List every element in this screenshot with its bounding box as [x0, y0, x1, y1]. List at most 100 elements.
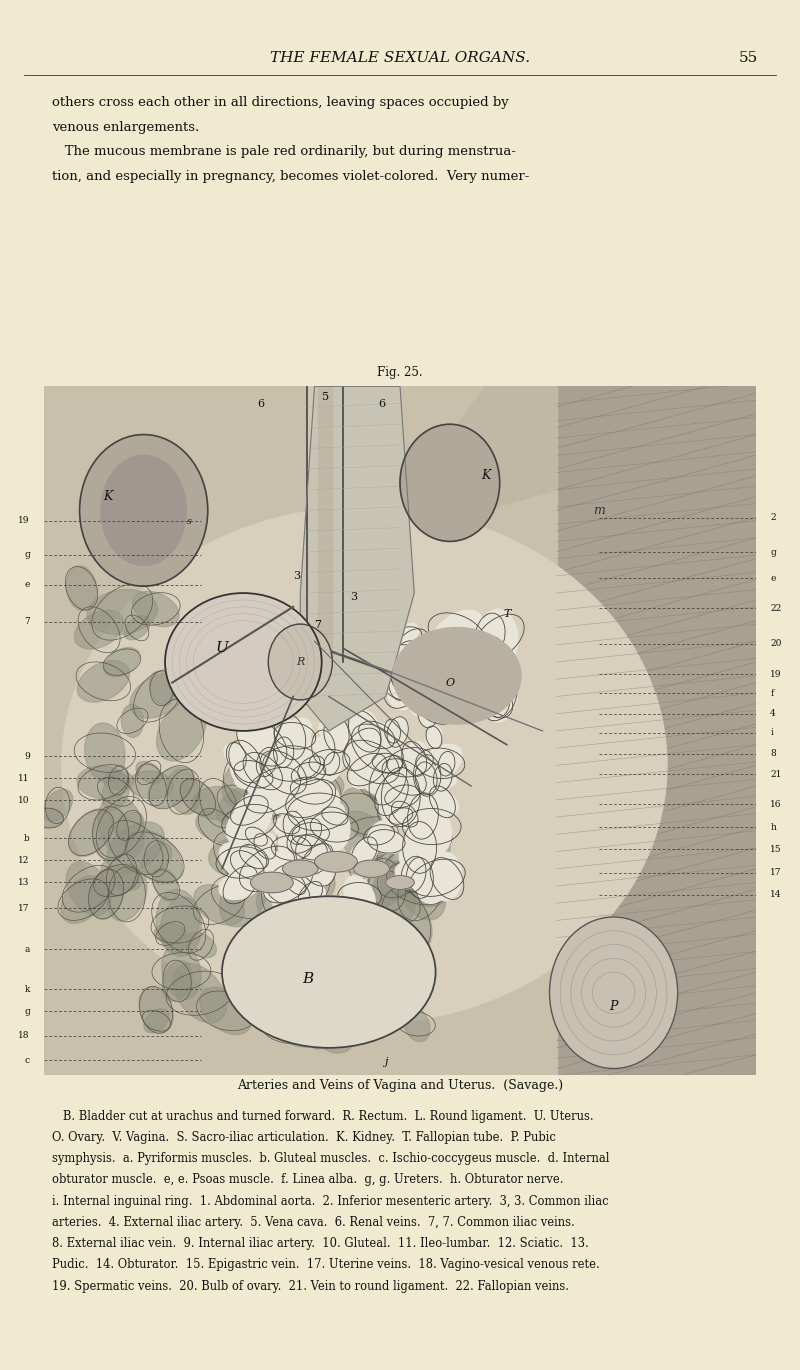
Ellipse shape	[160, 897, 200, 952]
Text: f: f	[770, 689, 774, 697]
Text: 19. Spermatic veins.  20. Bulb of ovary.  21. Vein to round ligament.  22. Fallo: 19. Spermatic veins. 20. Bulb of ovary. …	[52, 1280, 569, 1292]
Ellipse shape	[226, 799, 272, 845]
Ellipse shape	[222, 758, 260, 807]
Ellipse shape	[154, 869, 178, 901]
Ellipse shape	[468, 638, 503, 666]
Ellipse shape	[230, 740, 261, 784]
Ellipse shape	[274, 867, 335, 912]
Ellipse shape	[294, 819, 327, 849]
Ellipse shape	[219, 870, 262, 900]
Ellipse shape	[390, 666, 426, 696]
Ellipse shape	[430, 610, 484, 659]
Ellipse shape	[402, 741, 427, 775]
Ellipse shape	[107, 867, 147, 921]
Ellipse shape	[278, 718, 312, 754]
Ellipse shape	[393, 980, 424, 1006]
Polygon shape	[436, 386, 557, 525]
Ellipse shape	[447, 636, 491, 663]
Text: Arteries and Veins of Vagina and Uterus.  (Savage.): Arteries and Veins of Vagina and Uterus.…	[237, 1078, 563, 1092]
Ellipse shape	[290, 815, 318, 856]
Ellipse shape	[395, 862, 432, 886]
Ellipse shape	[263, 745, 320, 782]
Ellipse shape	[148, 767, 195, 807]
Ellipse shape	[383, 758, 425, 796]
Ellipse shape	[426, 789, 458, 815]
Ellipse shape	[167, 769, 199, 814]
Text: T: T	[503, 608, 510, 619]
Text: 3: 3	[294, 571, 300, 581]
Ellipse shape	[231, 849, 263, 881]
Ellipse shape	[417, 852, 458, 903]
Ellipse shape	[388, 859, 450, 907]
Ellipse shape	[365, 862, 409, 908]
Text: e: e	[24, 581, 30, 589]
Ellipse shape	[237, 718, 286, 766]
Ellipse shape	[412, 756, 442, 795]
Ellipse shape	[234, 759, 273, 789]
Ellipse shape	[101, 859, 142, 890]
Ellipse shape	[380, 889, 432, 952]
Ellipse shape	[422, 669, 452, 695]
Ellipse shape	[136, 762, 162, 784]
Ellipse shape	[394, 799, 416, 829]
Ellipse shape	[200, 988, 252, 1034]
Ellipse shape	[326, 956, 361, 999]
Ellipse shape	[442, 649, 485, 695]
Ellipse shape	[485, 677, 515, 722]
Ellipse shape	[297, 784, 340, 840]
Text: 2: 2	[770, 514, 776, 522]
Ellipse shape	[263, 996, 326, 1047]
Text: 8: 8	[770, 749, 776, 758]
Text: Fig. 25.: Fig. 25.	[377, 366, 423, 379]
Ellipse shape	[284, 875, 308, 893]
Ellipse shape	[379, 769, 422, 825]
Ellipse shape	[77, 766, 129, 799]
Ellipse shape	[387, 782, 418, 811]
Ellipse shape	[361, 763, 414, 797]
Ellipse shape	[387, 673, 420, 703]
Ellipse shape	[257, 864, 307, 918]
Text: 15: 15	[770, 845, 782, 854]
Ellipse shape	[303, 997, 339, 1049]
Ellipse shape	[234, 793, 266, 827]
Ellipse shape	[297, 758, 326, 778]
Ellipse shape	[127, 830, 182, 884]
Ellipse shape	[114, 812, 143, 838]
Ellipse shape	[139, 986, 174, 1033]
Ellipse shape	[194, 885, 245, 925]
Ellipse shape	[456, 641, 480, 674]
Ellipse shape	[248, 825, 265, 848]
Ellipse shape	[61, 875, 105, 923]
Text: 22: 22	[770, 604, 782, 612]
Ellipse shape	[467, 621, 513, 649]
Ellipse shape	[386, 653, 422, 710]
Ellipse shape	[426, 666, 471, 721]
Ellipse shape	[274, 812, 299, 834]
Text: 17: 17	[18, 904, 30, 912]
Ellipse shape	[219, 843, 263, 882]
Ellipse shape	[381, 651, 435, 684]
Text: b: b	[24, 834, 30, 843]
Ellipse shape	[103, 771, 134, 790]
Ellipse shape	[316, 743, 342, 782]
Ellipse shape	[93, 807, 129, 860]
Ellipse shape	[262, 784, 295, 819]
Ellipse shape	[133, 592, 179, 626]
Ellipse shape	[101, 455, 186, 566]
Text: 4: 4	[770, 710, 776, 718]
Text: h: h	[770, 823, 776, 832]
Ellipse shape	[481, 610, 518, 664]
Ellipse shape	[326, 804, 345, 829]
Ellipse shape	[162, 960, 192, 1001]
Ellipse shape	[410, 690, 458, 721]
Text: 8. External iliac vein.  9. Internal iliac artery.  10. Gluteal.  11. Ileo-lumba: 8. External iliac vein. 9. Internal ilia…	[52, 1237, 589, 1249]
Text: 10: 10	[18, 796, 30, 804]
Ellipse shape	[237, 849, 298, 888]
Ellipse shape	[294, 982, 324, 1004]
Ellipse shape	[447, 690, 468, 718]
Text: 6: 6	[378, 399, 386, 410]
Ellipse shape	[550, 917, 678, 1069]
Ellipse shape	[293, 760, 324, 786]
Ellipse shape	[248, 748, 278, 793]
Ellipse shape	[324, 752, 340, 775]
